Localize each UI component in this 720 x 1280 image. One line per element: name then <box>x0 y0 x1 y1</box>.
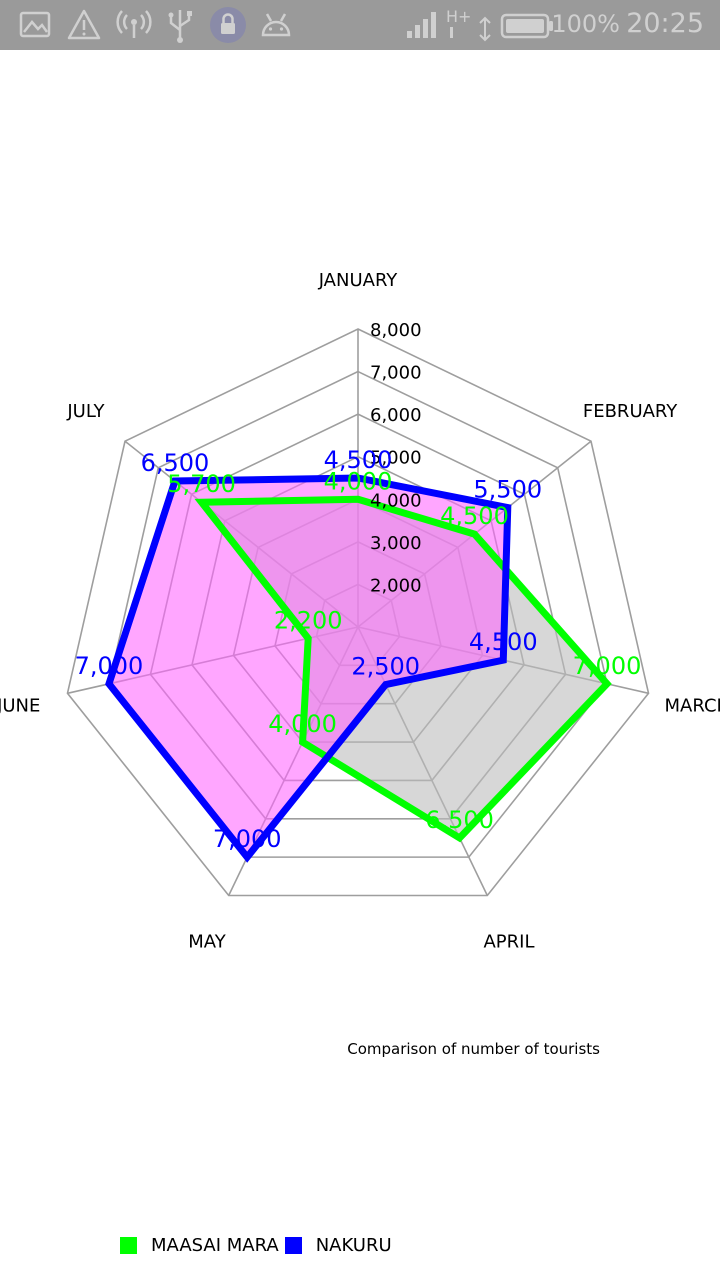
svg-text:H+: H+ <box>446 7 471 26</box>
data-value-label: 4,500 <box>324 446 393 474</box>
series-line <box>194 495 612 843</box>
usb-icon <box>168 10 192 43</box>
chart-legend: MAASAI MARA NAKURU <box>120 1233 398 1257</box>
category-label: APRIL <box>483 932 534 953</box>
data-value-label: 4,000 <box>324 467 393 495</box>
legend-label: MAASAI MARA <box>151 1234 279 1256</box>
data-value-label: 7,000 <box>573 652 642 680</box>
battery-percent: 100% <box>551 10 620 38</box>
android-debug-icon <box>261 13 291 37</box>
data-arrows-icon <box>479 16 491 42</box>
legend-swatch <box>120 1236 137 1254</box>
data-value-label: 5,500 <box>473 476 542 504</box>
category-label: JULY <box>66 401 105 422</box>
axis-tick-label: 2,000 <box>370 575 422 596</box>
legend-item[interactable]: NAKURU <box>284 1234 392 1256</box>
axis-tick-label: 5,000 <box>370 448 422 469</box>
axis-tick-label: 4,000 <box>370 490 422 511</box>
category-label: FEBRUARY <box>583 401 678 422</box>
category-label: MARCH <box>664 695 720 716</box>
axis-tick-label: 7,000 <box>370 363 422 384</box>
data-value-label: 6,500 <box>141 449 210 477</box>
data-value-label: 2,200 <box>274 606 343 634</box>
category-labels: JANUARY FEBRUARY MARCH APRIL MAY JUNE JULY <box>0 270 720 953</box>
data-value-label: 4,500 <box>469 628 538 656</box>
chart-series <box>105 474 612 863</box>
wireless-signal-icon <box>116 10 152 38</box>
network-type-label: H+ <box>446 7 471 38</box>
axis-tick-label: 6,000 <box>370 405 422 426</box>
cell-signal-icon <box>407 12 436 38</box>
axis-tick-label: 8,000 <box>370 320 422 341</box>
lock-icon <box>210 7 246 43</box>
warning-icon <box>67 9 101 40</box>
value-labels: 4,0004,5007,0006,5004,0002,2005,7004,500… <box>75 446 642 853</box>
legend-swatch <box>284 1236 302 1254</box>
status-time: 20:25 <box>626 8 704 39</box>
legend-label: NAKURU <box>315 1234 392 1256</box>
chart-description: Comparison of number of tourists <box>347 1040 600 1058</box>
series-line <box>105 474 512 863</box>
status-bar: H+ 100% 20:25 <box>0 0 720 50</box>
data-value-label: 5,700 <box>167 470 236 498</box>
data-value-label: 7,000 <box>75 652 144 680</box>
web-ring <box>108 370 608 858</box>
web-ring <box>66 328 650 897</box>
category-label: JANUARY <box>318 270 399 291</box>
data-value-label: 7,000 <box>213 825 282 853</box>
data-value-label: 6,500 <box>425 806 494 834</box>
category-label: MAY <box>188 932 226 953</box>
category-label: JUNE <box>0 695 40 716</box>
data-value-label: 4,500 <box>440 502 509 530</box>
legend-item[interactable]: MAASAI MARA <box>120 1235 279 1256</box>
image-icon <box>19 11 51 38</box>
battery-icon <box>500 13 553 39</box>
data-value-label: 2,500 <box>351 653 420 681</box>
data-value-label: 4,000 <box>268 710 337 738</box>
axis-ticks: 2,000 3,000 4,000 5,000 6,000 7,000 8,000 <box>370 320 422 596</box>
axis-tick-label: 3,000 <box>370 533 422 554</box>
